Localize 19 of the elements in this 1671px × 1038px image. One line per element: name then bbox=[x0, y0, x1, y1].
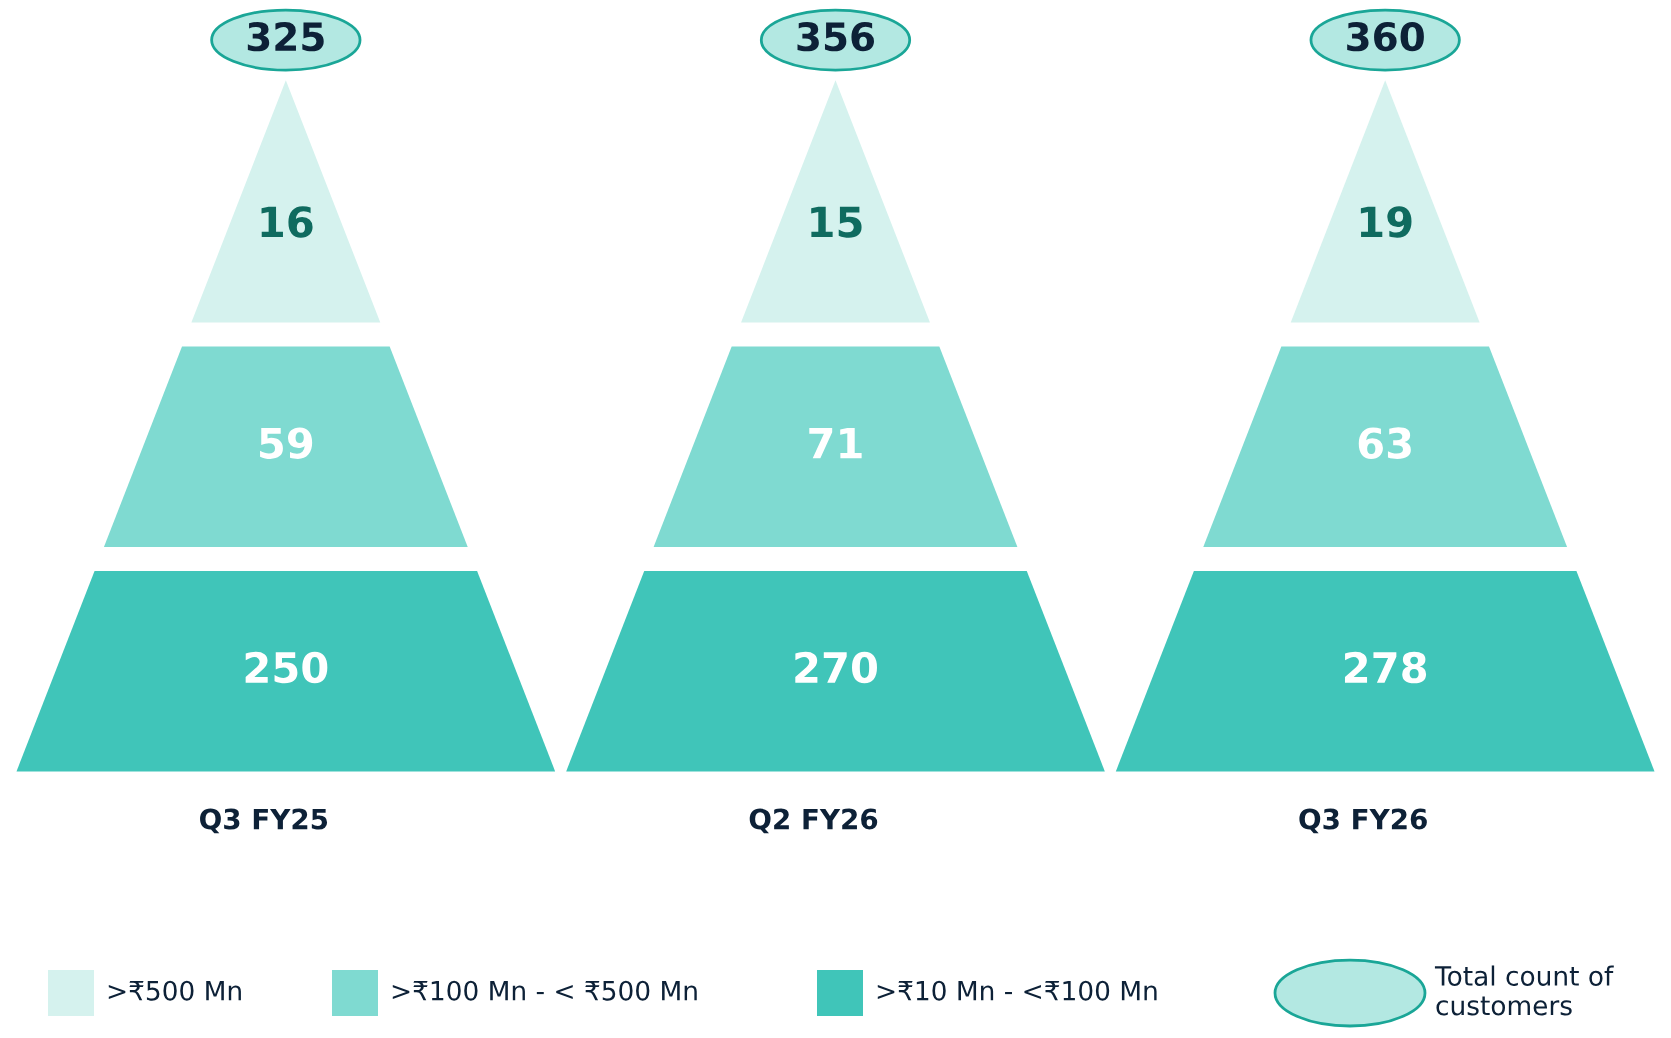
data-label: 59 bbox=[260, 427, 313, 459]
data-label: 250 bbox=[245, 651, 328, 684]
legend-label: >₹500 Mn bbox=[108, 980, 241, 1001]
text: Total count of customers bbox=[1434, 965, 1614, 1016]
legend-label: >₹100 Mn - < ₹500 Mn bbox=[392, 980, 697, 1001]
category-label: Q3 FY26 bbox=[1299, 808, 1427, 834]
data-label: 278 bbox=[1344, 651, 1427, 684]
legend-label: >₹10 Mn - <₹100 Mn bbox=[877, 980, 1157, 1001]
category-label: Q2 FY26 bbox=[749, 808, 878, 834]
data-label: 270 bbox=[795, 651, 877, 684]
data-label: 16 bbox=[261, 206, 313, 238]
data-label: 63 bbox=[1358, 427, 1411, 459]
data-label: 15 bbox=[811, 206, 862, 238]
data-label: 71 bbox=[809, 427, 862, 459]
text: 356 bbox=[797, 21, 874, 52]
category-label: Q3 FY25 bbox=[200, 808, 328, 834]
text: 325 bbox=[247, 21, 324, 52]
data-label: 19 bbox=[1360, 206, 1412, 238]
text: 360 bbox=[1347, 21, 1424, 52]
